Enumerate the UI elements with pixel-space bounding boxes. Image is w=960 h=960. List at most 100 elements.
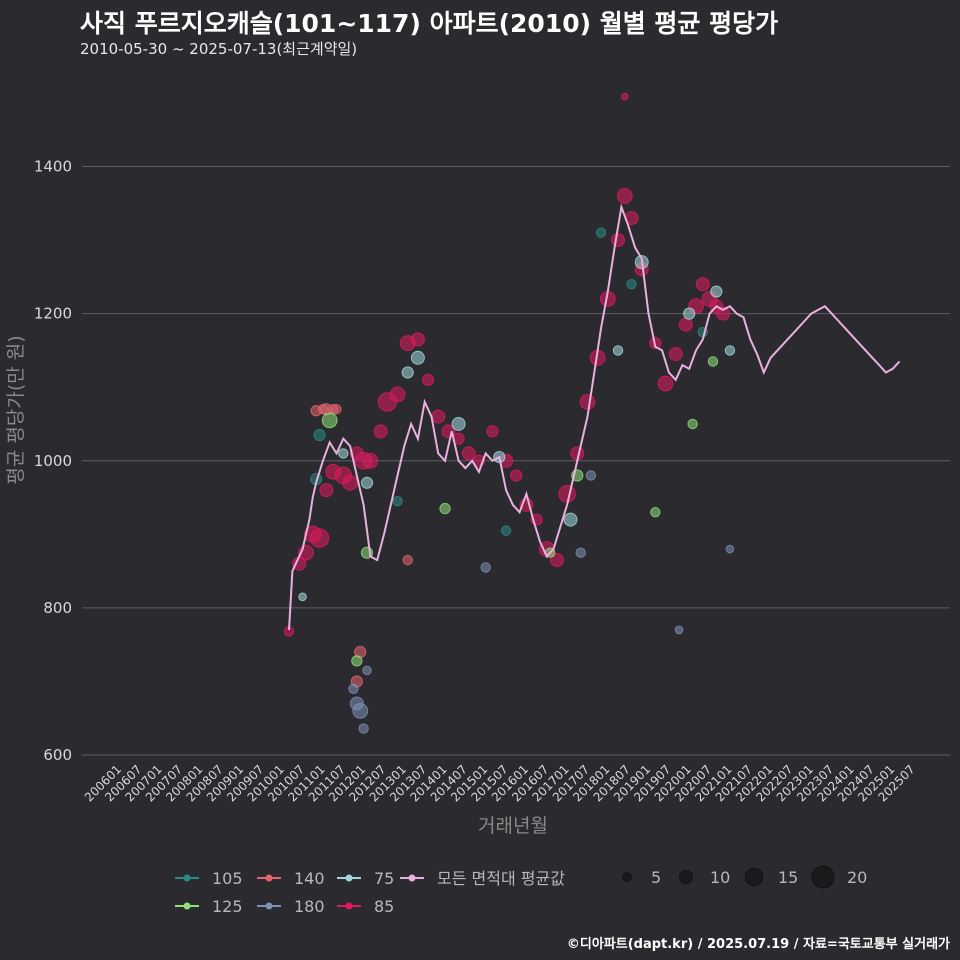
data-point bbox=[683, 307, 696, 320]
data-point bbox=[486, 425, 499, 438]
legend-swatch-dot bbox=[408, 874, 416, 882]
legend-item: 75 bbox=[337, 869, 394, 888]
data-point bbox=[626, 279, 637, 290]
chart-title: 사직 푸르지오캐슬(101~117) 아파트(2010) 월별 평균 평당가 bbox=[80, 9, 779, 38]
data-point bbox=[657, 375, 674, 392]
legend-size-label: 20 bbox=[847, 868, 867, 887]
data-point bbox=[331, 404, 342, 415]
data-point bbox=[716, 306, 731, 321]
data-point bbox=[439, 502, 451, 515]
legend-size-label: 10 bbox=[710, 868, 730, 887]
data-point bbox=[616, 188, 633, 204]
data-point bbox=[549, 553, 564, 568]
data-point bbox=[480, 562, 491, 573]
legend: 105 140 75 모든 면적대 평균값 125 180 85 5 10 15 20 bbox=[175, 865, 867, 916]
data-point bbox=[352, 702, 369, 719]
data-point bbox=[298, 592, 307, 602]
legend-item: 125 bbox=[175, 897, 243, 916]
legend-swatch-dot bbox=[183, 874, 191, 882]
data-point bbox=[392, 496, 403, 507]
y-tick-label: 600 bbox=[43, 746, 72, 764]
data-point bbox=[431, 409, 446, 424]
legend-size-item: 15 bbox=[744, 867, 798, 887]
data-point bbox=[610, 233, 625, 248]
data-point bbox=[575, 547, 586, 558]
data-point bbox=[678, 317, 693, 332]
data-point bbox=[319, 483, 334, 498]
data-point bbox=[585, 470, 597, 481]
y-tick-label: 1200 bbox=[34, 305, 72, 323]
data-point bbox=[410, 350, 425, 365]
legend-size-circle bbox=[811, 865, 835, 889]
data-point bbox=[710, 285, 723, 298]
data-point bbox=[725, 544, 735, 554]
data-point bbox=[351, 655, 363, 667]
data-point bbox=[338, 448, 349, 459]
y-tick-label: 800 bbox=[43, 599, 72, 617]
y-axis-ticks: 600 800 1000 1200 1400 bbox=[34, 158, 72, 765]
grid-lines bbox=[82, 166, 950, 756]
data-point bbox=[687, 418, 698, 430]
legend-item: 140 bbox=[257, 869, 325, 888]
series-line-average bbox=[288, 203, 901, 630]
legend-swatch-dot bbox=[265, 874, 273, 882]
data-point bbox=[612, 345, 624, 356]
x-axis-ticks: 2006012006072007012007072008012008072009… bbox=[82, 762, 918, 804]
data-point bbox=[421, 373, 435, 386]
data-point bbox=[358, 723, 369, 734]
y-tick-label: 1400 bbox=[34, 158, 72, 176]
legend-swatch-dot bbox=[183, 902, 191, 910]
x-axis-title: 거래년월 bbox=[478, 815, 548, 837]
data-point bbox=[362, 665, 372, 676]
data-point bbox=[309, 528, 330, 548]
legend-item: 180 bbox=[257, 897, 325, 916]
data-point bbox=[321, 412, 338, 429]
data-point bbox=[558, 485, 576, 503]
legend-item: 105 bbox=[175, 869, 243, 888]
legend-label: 180 bbox=[294, 897, 325, 916]
data-point bbox=[451, 416, 466, 431]
legend-label: 75 bbox=[374, 869, 394, 888]
data-point bbox=[313, 428, 326, 442]
data-point bbox=[389, 386, 406, 403]
legend-item: 85 bbox=[337, 897, 394, 916]
average-line bbox=[288, 203, 901, 630]
data-point bbox=[362, 452, 379, 469]
data-point bbox=[402, 554, 413, 566]
data-point bbox=[373, 424, 388, 439]
data-point bbox=[595, 227, 607, 238]
y-axis-title: 평균 평당가(만 원) bbox=[5, 335, 27, 484]
data-credit: ©디아파트(dapt.kr) / 2025.07.19 / 자료=국토교통부 실… bbox=[566, 937, 950, 952]
data-point bbox=[342, 474, 358, 491]
data-point bbox=[348, 683, 359, 694]
data-point bbox=[620, 92, 629, 101]
data-point bbox=[410, 332, 425, 347]
data-point bbox=[500, 525, 512, 536]
data-point bbox=[461, 446, 476, 461]
legend-label: 85 bbox=[374, 897, 394, 916]
data-point bbox=[674, 625, 684, 635]
data-point bbox=[360, 476, 374, 489]
scatter-points bbox=[283, 92, 736, 734]
legend-size-circle bbox=[744, 867, 764, 887]
legend-label: 105 bbox=[212, 869, 243, 888]
legend-size-circle bbox=[679, 870, 693, 884]
legend-size-item: 5 bbox=[622, 868, 661, 887]
legend-size-circle bbox=[622, 872, 632, 882]
data-point bbox=[650, 507, 661, 518]
legend-label: 125 bbox=[212, 897, 243, 916]
legend-item: 모든 면적대 평균값 bbox=[400, 869, 565, 888]
y-tick-label: 1000 bbox=[34, 452, 72, 470]
legend-size-label: 5 bbox=[651, 868, 661, 887]
chart-subtitle: 2010-05-30 ~ 2025-07-13(최근계약일) bbox=[80, 40, 358, 58]
data-point bbox=[401, 366, 414, 379]
data-point bbox=[724, 345, 736, 356]
legend-size-item: 10 bbox=[679, 868, 730, 887]
data-point bbox=[707, 356, 719, 367]
legend-size-label: 15 bbox=[778, 868, 798, 887]
legend-label: 140 bbox=[294, 869, 325, 888]
legend-swatch-dot bbox=[345, 874, 353, 882]
legend-swatch-dot bbox=[265, 902, 273, 910]
data-point bbox=[579, 394, 596, 410]
